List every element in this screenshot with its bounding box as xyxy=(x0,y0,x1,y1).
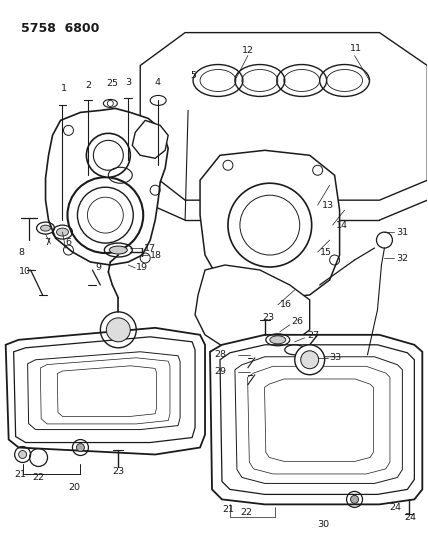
Text: 20: 20 xyxy=(68,483,80,492)
Text: 7: 7 xyxy=(45,238,51,247)
Text: 26: 26 xyxy=(292,317,304,326)
Circle shape xyxy=(106,318,130,342)
Polygon shape xyxy=(200,150,339,300)
Text: 19: 19 xyxy=(136,263,148,272)
Text: 21: 21 xyxy=(15,470,27,479)
Text: 14: 14 xyxy=(336,221,348,230)
Text: 4: 4 xyxy=(154,78,160,87)
Text: 32: 32 xyxy=(396,254,409,263)
Text: 31: 31 xyxy=(396,228,409,237)
Ellipse shape xyxy=(109,246,127,254)
Text: 23: 23 xyxy=(112,467,125,476)
Text: 30: 30 xyxy=(318,520,330,529)
Polygon shape xyxy=(6,328,205,455)
Polygon shape xyxy=(14,337,195,442)
Ellipse shape xyxy=(41,225,51,231)
Polygon shape xyxy=(220,345,414,495)
Text: 17: 17 xyxy=(144,244,156,253)
Text: 22: 22 xyxy=(240,508,252,517)
Ellipse shape xyxy=(270,336,286,344)
Polygon shape xyxy=(195,265,310,350)
Circle shape xyxy=(295,345,325,375)
Text: 16: 16 xyxy=(280,301,292,309)
Circle shape xyxy=(351,495,359,503)
Text: 23: 23 xyxy=(262,313,274,322)
Text: 24: 24 xyxy=(404,513,416,522)
Polygon shape xyxy=(210,335,422,504)
Polygon shape xyxy=(132,120,168,158)
Circle shape xyxy=(228,183,312,267)
Text: 15: 15 xyxy=(320,247,332,256)
Text: 3: 3 xyxy=(125,78,131,87)
Text: 1: 1 xyxy=(60,84,66,93)
Circle shape xyxy=(19,450,27,458)
Text: 5: 5 xyxy=(190,71,196,80)
Text: 8: 8 xyxy=(19,247,25,256)
Text: 33: 33 xyxy=(330,353,342,362)
Text: 2: 2 xyxy=(86,81,92,90)
Polygon shape xyxy=(28,352,180,430)
Polygon shape xyxy=(265,379,373,462)
Text: 9: 9 xyxy=(95,263,101,272)
Text: 29: 29 xyxy=(214,367,226,376)
Circle shape xyxy=(68,177,143,253)
Polygon shape xyxy=(40,358,170,424)
Text: 21: 21 xyxy=(222,505,234,514)
Text: 22: 22 xyxy=(33,473,45,482)
Text: 5758  6800: 5758 6800 xyxy=(21,22,99,35)
Polygon shape xyxy=(248,366,390,474)
Polygon shape xyxy=(235,357,402,483)
Text: 28: 28 xyxy=(214,350,226,359)
Circle shape xyxy=(77,443,84,451)
Text: 10: 10 xyxy=(19,268,31,277)
Text: 18: 18 xyxy=(150,251,162,260)
Polygon shape xyxy=(57,366,156,416)
Circle shape xyxy=(301,351,319,369)
Text: 6: 6 xyxy=(65,238,71,247)
Text: 11: 11 xyxy=(350,44,362,53)
Text: 12: 12 xyxy=(242,46,254,55)
Text: 24: 24 xyxy=(389,503,401,512)
Circle shape xyxy=(86,133,130,177)
Text: 27: 27 xyxy=(308,332,320,340)
Ellipse shape xyxy=(56,228,68,236)
Polygon shape xyxy=(140,33,427,200)
Text: 25: 25 xyxy=(106,79,119,88)
Text: 13: 13 xyxy=(322,200,334,209)
Polygon shape xyxy=(45,108,168,265)
